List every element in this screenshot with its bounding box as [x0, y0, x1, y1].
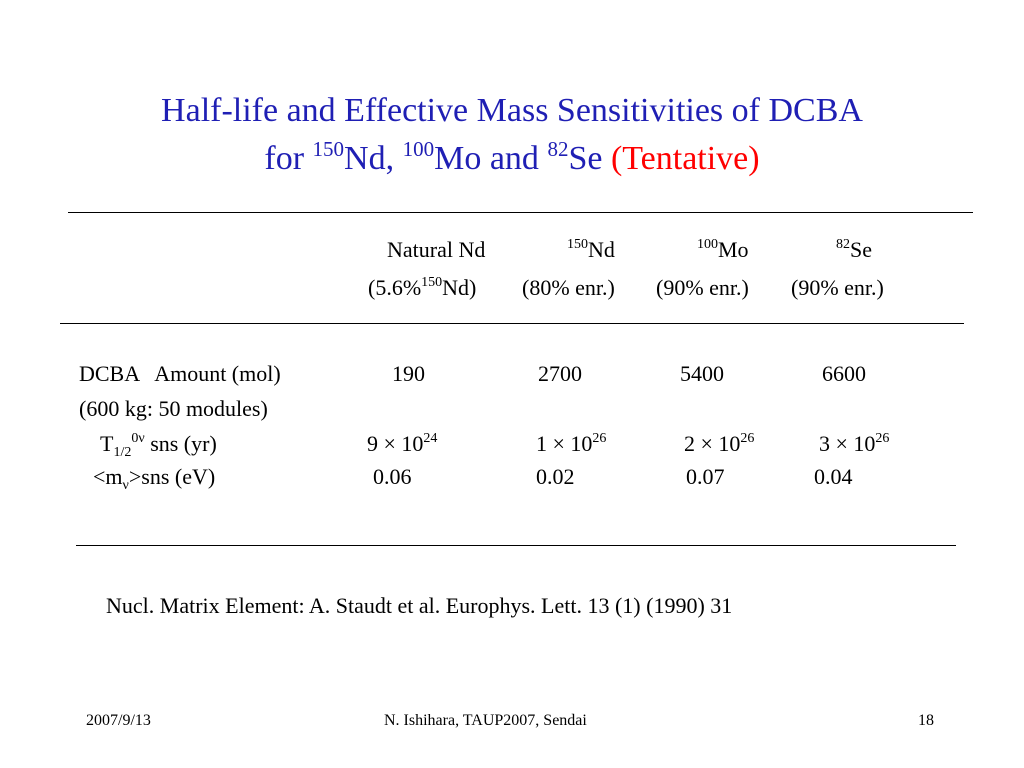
footer-date: 2007/9/13: [86, 712, 151, 729]
subheader-nd150-enr: (80% enr.): [522, 275, 615, 300]
title-mo: Mo and: [434, 140, 548, 177]
mass-label-open: <m: [93, 464, 123, 489]
halflife-label-t: T: [100, 431, 114, 456]
mass-label-sub: ν: [122, 478, 129, 493]
halflife-nd150-value: 1 × 1026: [536, 431, 606, 457]
slide-title-line2: for 150Nd, 100Mo and 82Se (Tentative): [0, 139, 1024, 179]
halflife-row-label: T1/20ν sns (yr): [100, 431, 217, 460]
halflife-nd150-exp: 26: [592, 431, 607, 446]
header-mo100-symbol: Mo: [718, 237, 749, 262]
halflife-mo100-value: 2 × 1026: [684, 431, 754, 457]
header-se82-symbol: Se: [850, 237, 872, 262]
header-mo100: 100Mo: [697, 237, 749, 263]
halflife-se82-base: 3 × 10: [819, 431, 876, 456]
halflife-se82-value: 3 × 1026: [819, 431, 889, 457]
subheader-natural: (5.6%150Nd): [368, 275, 476, 301]
mass-row-label: <mν>sns (eV): [93, 464, 216, 493]
title-se: Se: [568, 140, 611, 177]
halflife-natural-exp: 24: [423, 431, 438, 446]
mass-mo100-value: 0.07: [686, 464, 725, 489]
title-tentative: (Tentative): [610, 140, 760, 177]
reference-text: Nucl. Matrix Element: A. Staudt et al. E…: [106, 593, 733, 618]
amount-natural-value: 190: [392, 361, 425, 386]
footer-author: N. Ishihara, TAUP2007, Sendai: [384, 712, 587, 729]
halflife-label-sub: 1/2: [113, 445, 132, 460]
subheader-natural-suffix: Nd): [442, 275, 477, 300]
table-top-rule: [68, 212, 973, 213]
amount-se82-value: 6600: [822, 361, 866, 386]
subheader-natural-mass: 150: [421, 275, 443, 290]
modules-note: (600 kg: 50 modules): [79, 396, 268, 421]
halflife-mo100-exp: 26: [740, 431, 755, 446]
title-se-mass: 82: [547, 137, 569, 161]
halflife-mo100-base: 2 × 10: [684, 431, 741, 456]
subheader-se82-enr: (90% enr.): [791, 275, 884, 300]
amount-mo100-value: 5400: [680, 361, 724, 386]
halflife-natural-base: 9 × 10: [367, 431, 424, 456]
footer-page-number: 18: [918, 712, 934, 729]
amount-nd150-value: 2700: [538, 361, 582, 386]
mass-nd150-value: 0.02: [536, 464, 575, 489]
subheader-natural-prefix: (5.6%: [368, 275, 422, 300]
header-natural-nd: Natural Nd: [387, 237, 486, 262]
subheader-mo100-enr: (90% enr.): [656, 275, 749, 300]
halflife-nd150-base: 1 × 10: [536, 431, 593, 456]
title-nd-mass: 150: [312, 137, 345, 161]
mass-natural-value: 0.06: [373, 464, 412, 489]
halflife-natural-value: 9 × 1024: [367, 431, 437, 457]
header-nd150: 150Nd: [567, 237, 615, 263]
slide-title-line1: Half-life and Effective Mass Sensitiviti…: [161, 92, 863, 129]
header-mo100-mass: 100: [697, 237, 718, 252]
mass-label-rest: >sns (eV): [128, 464, 216, 489]
halflife-label-sup: 0ν: [131, 431, 145, 446]
halflife-label-rest: sns (yr): [144, 431, 217, 456]
halflife-se82-exp: 26: [875, 431, 890, 446]
mass-se82-value: 0.04: [814, 464, 853, 489]
header-se82-mass: 82: [836, 237, 850, 252]
title-mo-mass: 100: [402, 137, 435, 161]
title-for: for: [264, 140, 313, 177]
header-nd150-mass: 150: [567, 237, 588, 252]
header-nd150-symbol: Nd: [588, 237, 615, 262]
header-se82: 82Se: [836, 237, 872, 263]
amount-row-label: DCBA Amount (mol): [79, 361, 281, 386]
table-header-rule: [60, 323, 964, 324]
title-nd: Nd,: [344, 140, 403, 177]
table-bottom-rule: [76, 545, 956, 546]
